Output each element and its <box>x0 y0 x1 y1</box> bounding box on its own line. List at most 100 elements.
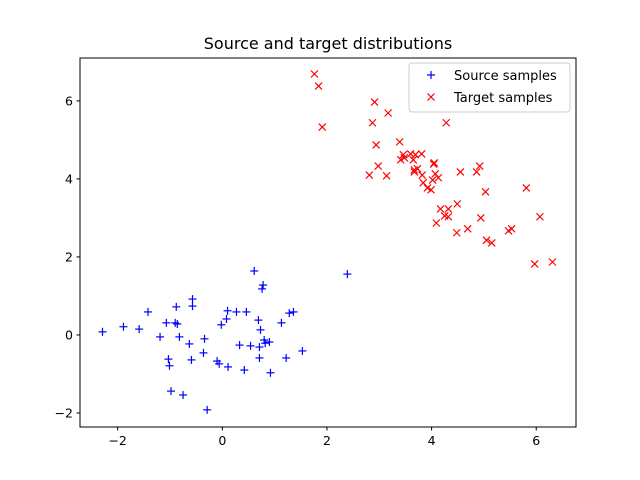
data-point <box>232 307 241 316</box>
legend-box <box>408 62 571 113</box>
data-point <box>419 178 428 187</box>
chart-title: Source and target distributions <box>204 34 452 53</box>
y-tick-label: 4 <box>65 171 73 186</box>
data-point <box>242 307 251 316</box>
data-point <box>423 183 432 192</box>
data-point <box>507 224 516 233</box>
data-point <box>365 171 374 179</box>
data-point <box>310 70 319 78</box>
data-point <box>240 366 249 375</box>
data-point <box>203 405 212 414</box>
axes-frame <box>79 57 577 428</box>
data-point <box>98 327 107 336</box>
legend-label-target: Target samples <box>453 91 553 106</box>
data-point <box>434 173 443 182</box>
data-point <box>482 236 491 245</box>
data-point <box>224 362 233 371</box>
legend-marker <box>427 71 435 79</box>
data-point <box>179 391 188 400</box>
x-tick-label: 6 <box>532 433 540 448</box>
data-point <box>235 341 244 350</box>
data-point <box>428 176 437 185</box>
data-point <box>432 219 441 227</box>
y-axis: −2 0 2 4 6 <box>55 93 80 420</box>
y-tick-label: 6 <box>65 93 73 108</box>
data-point <box>368 118 377 127</box>
data-point <box>452 228 461 237</box>
data-point <box>215 359 224 368</box>
data-point <box>374 162 383 170</box>
data-point <box>410 166 419 174</box>
data-point <box>171 318 180 327</box>
data-point <box>409 155 418 164</box>
data-point <box>444 212 453 221</box>
data-point <box>156 332 165 341</box>
data-point <box>417 150 426 158</box>
data-point <box>427 185 435 194</box>
data-point <box>217 320 226 329</box>
data-point <box>436 205 445 213</box>
y-tick-label: 2 <box>65 249 73 264</box>
x-marker-icon <box>427 93 435 101</box>
data-point <box>258 284 267 293</box>
data-point <box>314 82 323 91</box>
data-point <box>199 348 208 357</box>
data-point <box>255 353 264 362</box>
data-point <box>343 270 352 279</box>
data-point <box>522 183 531 192</box>
data-point <box>400 153 409 162</box>
data-point <box>298 346 307 355</box>
data-point <box>289 307 298 316</box>
data-point <box>548 258 557 266</box>
data-point <box>188 295 197 304</box>
data-point <box>481 187 490 196</box>
target-series <box>310 70 557 268</box>
data-point <box>487 238 496 247</box>
data-point <box>285 309 294 318</box>
legend-marker <box>427 93 435 101</box>
data-point <box>406 150 415 158</box>
data-point <box>418 171 427 179</box>
data-point <box>384 109 393 117</box>
y-tick-label: −2 <box>55 405 73 420</box>
data-point <box>282 353 291 362</box>
data-point <box>162 318 171 327</box>
data-point <box>172 302 181 311</box>
data-point <box>277 318 286 327</box>
legend: Source samples Target samples <box>408 62 571 113</box>
data-point <box>261 339 270 348</box>
data-point <box>173 320 182 329</box>
data-point <box>246 341 255 350</box>
x-tick-label: −2 <box>108 433 126 448</box>
legend-label-source: Source samples <box>454 69 557 84</box>
data-point <box>256 325 265 334</box>
plot-area <box>98 70 557 414</box>
data-point <box>175 332 184 341</box>
x-axis: −2 0 2 4 6 <box>108 427 540 448</box>
data-point <box>396 155 405 164</box>
data-point <box>255 343 264 352</box>
data-point <box>453 199 462 208</box>
data-point <box>444 205 453 213</box>
data-point <box>188 302 197 311</box>
data-point <box>395 137 404 146</box>
plus-marker-icon <box>427 71 435 79</box>
data-point <box>372 141 381 149</box>
data-point <box>530 260 539 268</box>
data-point <box>265 337 274 346</box>
data-point <box>164 355 173 364</box>
y-tick-label: 0 <box>65 327 73 342</box>
data-point <box>167 387 176 396</box>
x-tick-label: 2 <box>323 433 331 448</box>
data-point <box>135 325 144 334</box>
x-tick-label: 4 <box>428 433 436 448</box>
data-point <box>472 167 481 176</box>
x-tick-label: 0 <box>218 433 226 448</box>
data-point <box>200 334 209 343</box>
data-point <box>429 160 438 169</box>
data-point <box>318 123 327 131</box>
data-point <box>475 162 484 170</box>
data-point <box>535 212 544 221</box>
data-point <box>185 339 194 348</box>
